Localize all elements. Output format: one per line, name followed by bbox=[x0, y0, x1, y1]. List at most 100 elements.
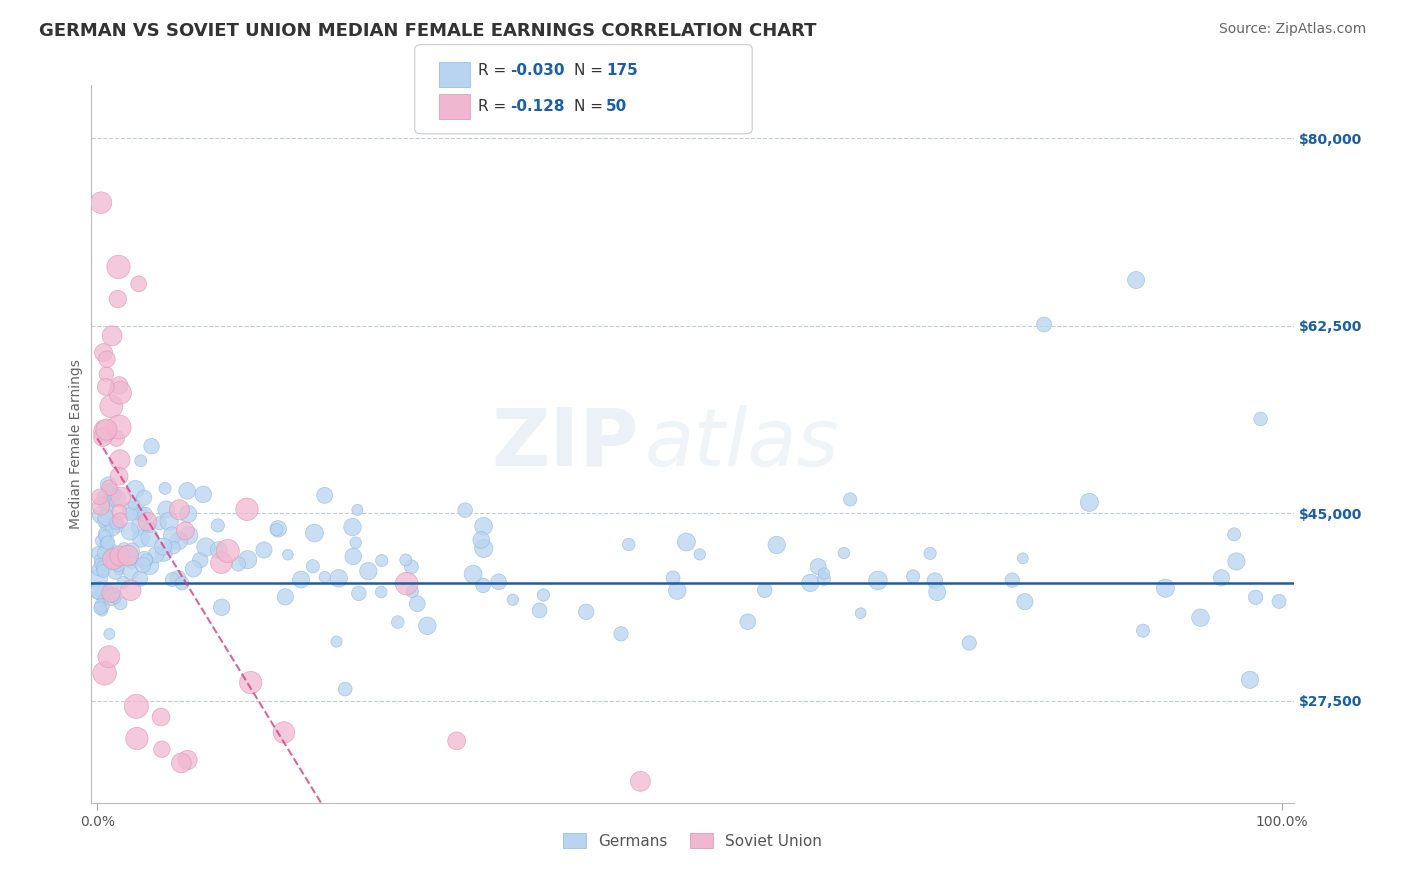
Point bbox=[87, 562, 110, 576]
Point bbox=[134, 491, 156, 505]
Point bbox=[273, 725, 295, 739]
Point bbox=[155, 502, 177, 516]
Point bbox=[120, 507, 142, 521]
Point bbox=[290, 573, 312, 587]
Point bbox=[134, 553, 156, 567]
Point bbox=[96, 496, 118, 510]
Text: R =: R = bbox=[478, 63, 512, 78]
Point bbox=[90, 500, 112, 514]
Point bbox=[924, 574, 946, 588]
Point bbox=[472, 541, 495, 556]
Point bbox=[370, 553, 392, 567]
Point bbox=[799, 575, 821, 590]
Point bbox=[406, 597, 429, 611]
Point bbox=[207, 518, 229, 533]
Point bbox=[832, 546, 855, 560]
Point bbox=[387, 615, 409, 629]
Point bbox=[839, 492, 862, 507]
Point bbox=[100, 586, 122, 600]
Point bbox=[118, 524, 141, 539]
Point bbox=[1244, 591, 1267, 605]
Point bbox=[96, 423, 118, 437]
Point bbox=[163, 541, 186, 555]
Point bbox=[807, 559, 830, 574]
Point bbox=[957, 636, 980, 650]
Point bbox=[108, 453, 131, 467]
Point bbox=[174, 524, 197, 538]
Point bbox=[866, 574, 889, 588]
Point bbox=[488, 574, 510, 589]
Point bbox=[101, 522, 124, 536]
Point bbox=[813, 572, 835, 586]
Point bbox=[110, 596, 132, 610]
Point bbox=[689, 548, 711, 562]
Point bbox=[97, 478, 120, 492]
Point bbox=[89, 601, 111, 615]
Point bbox=[87, 584, 110, 599]
Point bbox=[107, 518, 129, 533]
Point bbox=[104, 551, 127, 566]
Point bbox=[138, 520, 160, 534]
Point bbox=[132, 558, 155, 573]
Point bbox=[101, 542, 124, 557]
Point bbox=[395, 576, 418, 591]
Point bbox=[93, 496, 115, 510]
Point bbox=[94, 510, 117, 524]
Point bbox=[302, 559, 325, 574]
Text: N =: N = bbox=[574, 63, 607, 78]
Point bbox=[149, 516, 172, 530]
Point bbox=[217, 544, 239, 558]
Point bbox=[152, 540, 174, 554]
Point bbox=[610, 627, 633, 641]
Point bbox=[470, 533, 492, 547]
Point bbox=[100, 399, 122, 413]
Point bbox=[1078, 495, 1101, 509]
Point bbox=[90, 195, 112, 210]
Point bbox=[401, 584, 423, 599]
Point bbox=[100, 591, 122, 605]
Point bbox=[91, 430, 114, 444]
Point bbox=[125, 731, 148, 746]
Point bbox=[96, 556, 118, 570]
Point bbox=[1014, 594, 1036, 608]
Legend: Germans, Soviet Union: Germans, Soviet Union bbox=[555, 825, 830, 856]
Point bbox=[1225, 554, 1247, 568]
Point bbox=[347, 586, 370, 600]
Point bbox=[89, 490, 111, 504]
Point bbox=[105, 516, 128, 530]
Point bbox=[193, 487, 215, 501]
Text: -0.128: -0.128 bbox=[510, 99, 565, 113]
Point bbox=[101, 552, 124, 566]
Point bbox=[150, 710, 173, 724]
Point bbox=[617, 537, 640, 551]
Point bbox=[107, 292, 129, 306]
Point bbox=[153, 482, 176, 496]
Point bbox=[107, 558, 129, 572]
Text: -0.030: -0.030 bbox=[510, 63, 565, 78]
Point bbox=[98, 627, 121, 641]
Point bbox=[104, 565, 127, 579]
Point bbox=[91, 593, 114, 607]
Point bbox=[183, 562, 205, 576]
Point bbox=[129, 519, 152, 533]
Point bbox=[135, 553, 157, 567]
Point bbox=[675, 535, 697, 549]
Point bbox=[129, 454, 152, 468]
Point bbox=[344, 535, 367, 549]
Point bbox=[169, 502, 191, 516]
Point bbox=[93, 564, 115, 578]
Point bbox=[170, 756, 193, 770]
Point bbox=[108, 420, 131, 434]
Point bbox=[90, 599, 112, 613]
Point bbox=[274, 590, 297, 604]
Point bbox=[901, 569, 924, 583]
Point bbox=[357, 564, 380, 578]
Point bbox=[125, 699, 148, 714]
Point bbox=[94, 380, 117, 394]
Point bbox=[90, 508, 112, 522]
Point bbox=[1223, 527, 1246, 541]
Point bbox=[87, 546, 110, 560]
Text: 175: 175 bbox=[606, 63, 638, 78]
Point bbox=[134, 508, 156, 522]
Point bbox=[124, 483, 146, 497]
